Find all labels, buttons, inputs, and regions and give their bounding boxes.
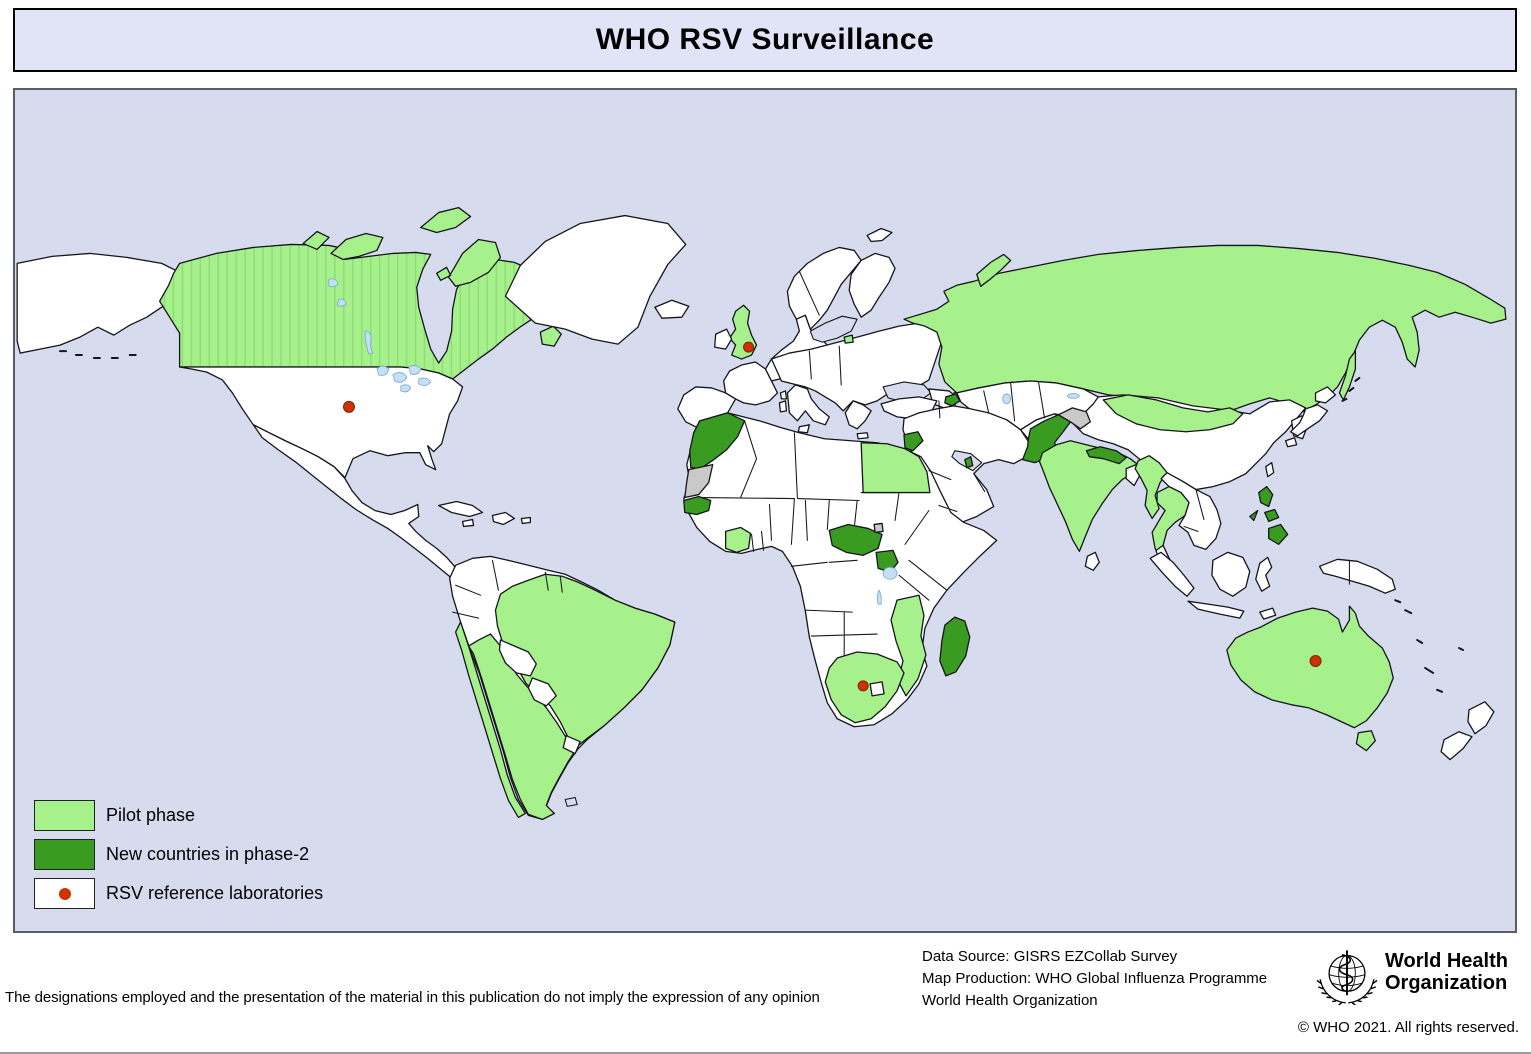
country-madagascar: [939, 616, 971, 677]
legend: Pilot phase New countries in phase-2 RSV…: [34, 800, 323, 917]
country-uganda: [875, 549, 899, 573]
map-production-line: Map Production: WHO Global Influenza Pro…: [922, 970, 1268, 987]
region-western-sahara: [684, 464, 714, 499]
country-taiwan: [1265, 462, 1275, 478]
country-morocco: [689, 412, 746, 470]
country-indonesia: [1149, 551, 1277, 620]
rsv-lab-dot-australia: [1309, 654, 1322, 667]
legend-label-phase2: New countries in phase-2: [106, 844, 310, 864]
disclaimer-text: The designations employed and the presen…: [5, 945, 910, 1052]
country-canada-arctic-islands: [302, 206, 562, 347]
legend-item-pilot: Pilot phase: [34, 800, 323, 831]
world-map-svg: [16, 90, 1514, 931]
aleutian-islands: [59, 350, 137, 360]
copyright-text: © WHO 2021. All rights reserved.: [1297, 1019, 1519, 1036]
rsv-lab-dot-united-kingdom: [743, 341, 755, 353]
novaya-zemlya: [976, 253, 1012, 287]
disclaimer-line: The designations employed and the presen…: [5, 989, 820, 1006]
kuril-islands: [1341, 376, 1361, 402]
legend-swatch-phase2: [34, 839, 95, 870]
who-emblem-icon: [1316, 950, 1378, 1006]
legend-item-labs: RSV reference laboratories: [34, 878, 323, 909]
country-mongolia: [1102, 394, 1244, 433]
country-ireland: [714, 328, 733, 350]
sakhalin: [1338, 350, 1357, 401]
country-lesotho: [869, 681, 885, 697]
country-myanmar: [1134, 455, 1168, 520]
country-uruguay: [562, 735, 581, 755]
country-qatar: [964, 456, 974, 469]
baltic-sea: [809, 315, 858, 343]
legend-lab-dot-icon: [58, 887, 71, 900]
tasmania: [1355, 730, 1376, 752]
lake-balkhash: [1067, 393, 1080, 399]
country-sri-lanka: [1084, 551, 1100, 571]
country-italy: [778, 384, 830, 434]
data-source-line: Data Source: GISRS EZCollab Survey: [922, 948, 1178, 965]
country-japan: [1284, 386, 1337, 448]
lake-victoria: [882, 566, 898, 580]
page-title: WHO RSV Surveillance: [595, 23, 935, 56]
country-india: [1038, 440, 1140, 553]
new-guinea: [1318, 558, 1396, 594]
data-source-block: Data Source: GISRS EZCollab Survey Map P…: [922, 946, 1267, 1012]
who-wordmark-line2: Organization: [1385, 972, 1508, 994]
aral-sea: [1002, 393, 1012, 405]
legend-item-phase2: New countries in phase-2: [34, 839, 323, 870]
country-alaska: [16, 252, 179, 354]
country-australia: [1226, 605, 1394, 729]
country-philippines: [1249, 485, 1289, 546]
organization-line: World Health Organization: [922, 992, 1098, 1009]
country-cote-divoire: [724, 526, 752, 553]
country-new-zealand: [1440, 701, 1495, 761]
country-nepal: [1085, 446, 1127, 465]
legend-label-pilot: Pilot phase: [106, 805, 196, 825]
country-paraguay: [527, 677, 557, 707]
country-chile: [454, 621, 527, 819]
country-armenia: [944, 393, 961, 407]
kaliningrad: [843, 334, 854, 344]
svalbard: [866, 227, 893, 243]
legend-swatch-pilot: [34, 800, 95, 831]
country-senegal: [683, 495, 712, 516]
country-finland: [848, 252, 896, 318]
who-wordmark: World Health Organization: [1385, 950, 1508, 994]
country-mozambique: [890, 594, 927, 697]
region-abyei: [873, 522, 884, 534]
country-greenland: [504, 214, 687, 345]
legend-label-labs: RSV reference laboratories: [106, 883, 324, 903]
asia-borders: [798, 270, 1205, 532]
country-mexico-central-america: [252, 424, 460, 578]
country-brazil: [494, 573, 676, 747]
country-egypt: [860, 442, 931, 494]
world-map: Pilot phase New countries in phase-2 RSV…: [13, 88, 1517, 933]
pacific-islands: [1394, 599, 1465, 693]
country-central-african-republic: [828, 523, 883, 556]
country-bolivia: [498, 639, 537, 677]
country-jordan: [903, 431, 924, 452]
disclaimer-line: whatsoever on the part of WHO concerning…: [5, 1050, 910, 1052]
footer: The designations employed and the presen…: [5, 944, 1519, 1052]
great-lakes: [376, 365, 432, 393]
south-america-borders: [452, 559, 578, 808]
legend-swatch-labs: [34, 878, 95, 909]
rsv-lab-dot-united-states: [343, 400, 355, 413]
region-kashmir: [1057, 407, 1091, 430]
rsv-lab-dot-south-africa: [857, 680, 869, 692]
title-bar: WHO RSV Surveillance: [13, 8, 1517, 72]
lake-winnipeg: [327, 278, 374, 355]
country-iceland: [654, 299, 690, 319]
who-wordmark-line1: World Health: [1385, 950, 1508, 972]
country-greece: [844, 400, 872, 440]
country-united-states: [178, 366, 464, 479]
caribbean-islands: [438, 500, 531, 528]
